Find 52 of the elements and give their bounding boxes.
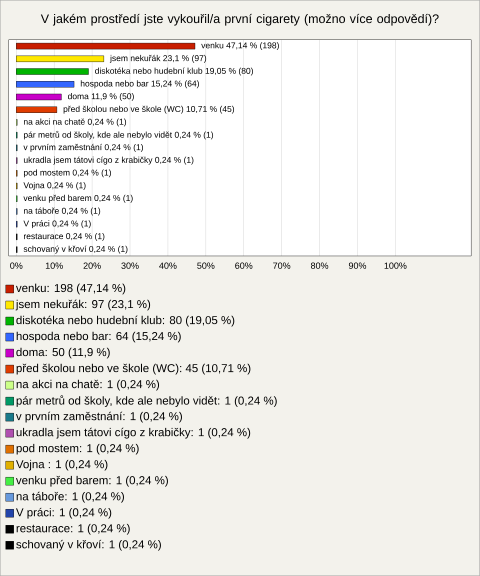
data-label: na táboře 0,24 % (1) — [24, 207, 100, 216]
text: restaurace: 1 (0,24 %) — [16, 524, 130, 535]
x-tick-label: 50% — [197, 262, 215, 269]
text: schovaný v křoví: 1 (0,24 %) — [16, 540, 161, 551]
text: ukradla jsem tátovi cígo z krabičky: 1 (0,24 %) — [16, 428, 250, 439]
text: před školou nebo ve škole (WC): 45 (10,71 %) — [16, 364, 250, 374]
text: v prvním zaměstnání: 1 (0,24 %) — [16, 412, 182, 423]
data-label: hospoda nebo bar 15,24 % (64) — [80, 80, 200, 88]
text: V práci: 1 (0,24 %) — [16, 508, 112, 519]
data-label: Vojna 0,24 % (1) — [23, 182, 86, 190]
data-label: v prvním zaměstnání 0,24 % (1) — [23, 144, 144, 152]
x-tick-label: 90% — [348, 262, 366, 269]
data-label: restaurace 0,24 % (1) — [24, 232, 104, 241]
x-tick-label: 20% — [84, 262, 101, 269]
text: na táboře: 1 (0,24 %) — [16, 492, 124, 503]
text: pod mostem: 1 (0,24 %) — [16, 444, 139, 455]
data-label: schovaný v křoví 0,24 % (1) — [24, 246, 128, 254]
bar — [16, 81, 74, 88]
x-tick-label: 70% — [273, 262, 290, 269]
bar — [16, 68, 89, 75]
data-label: pod mostem 0,24 % (1) — [24, 169, 112, 178]
text: doma: 50 (11,9 %) — [16, 348, 110, 358]
text: venku: 198 (47,14 %) — [16, 284, 126, 294]
text: venku před barem: 1 (0,24 %) — [16, 476, 168, 487]
bar — [16, 94, 62, 100]
bar — [16, 106, 58, 113]
data-label: venku před barem 0,24 % (1) — [23, 194, 133, 203]
data-label: V práci 0,24 % (1) — [23, 220, 91, 228]
text: pár metrů od školy, kde ale nebylo vidět: 1 (0,24 %) — [16, 395, 277, 407]
x-tick-label: 30% — [121, 262, 139, 269]
data-label: diskotéka nebo hudební klub 19,05 % (80) — [95, 68, 254, 76]
text: jsem nekuřák: 97 (23,1 %) — [16, 300, 150, 310]
x-tick-label: 0% — [10, 262, 23, 269]
text: diskotéka nebo hudební klub: 80 (19,05 %) — [16, 316, 234, 326]
bar — [16, 56, 104, 62]
x-tick-label: 10% — [46, 262, 63, 269]
text: na akci na chatě: 1 (0,24 %) — [16, 380, 160, 390]
data-label: ukradla jsem tátovi cígo z krabičky 0,24 % (1) — [24, 156, 194, 165]
data-label: na akci na chatě 0,24 % (1) — [24, 118, 126, 126]
x-tick-label: 40% — [159, 262, 177, 269]
data-label: venku 47,14 % (198) — [201, 42, 279, 50]
bar — [16, 42, 196, 50]
data-label: před školou nebo ve škole (WC) 10,71 % (45) — [64, 106, 234, 114]
data-label: pár metrů od školy, kde ale nebylo vidět 0,24 % (1) — [24, 130, 214, 140]
data-label: doma 11,9 % (50) — [68, 93, 134, 101]
x-tick-label: 100% — [384, 262, 407, 269]
text: Vojna : 1 (0,24 %) — [16, 460, 108, 471]
x-tick-label: 80% — [311, 262, 328, 269]
data-label: jsem nekuřák 23,1 % (97) — [110, 54, 206, 63]
x-tick-label: 60% — [235, 262, 252, 269]
text: hospoda nebo bar: 64 (15,24 %) — [16, 332, 181, 342]
chart-title: V jakém prostředí jste vykouřil/a první cigarety (možno více odpovědí)? — [40, 14, 439, 26]
